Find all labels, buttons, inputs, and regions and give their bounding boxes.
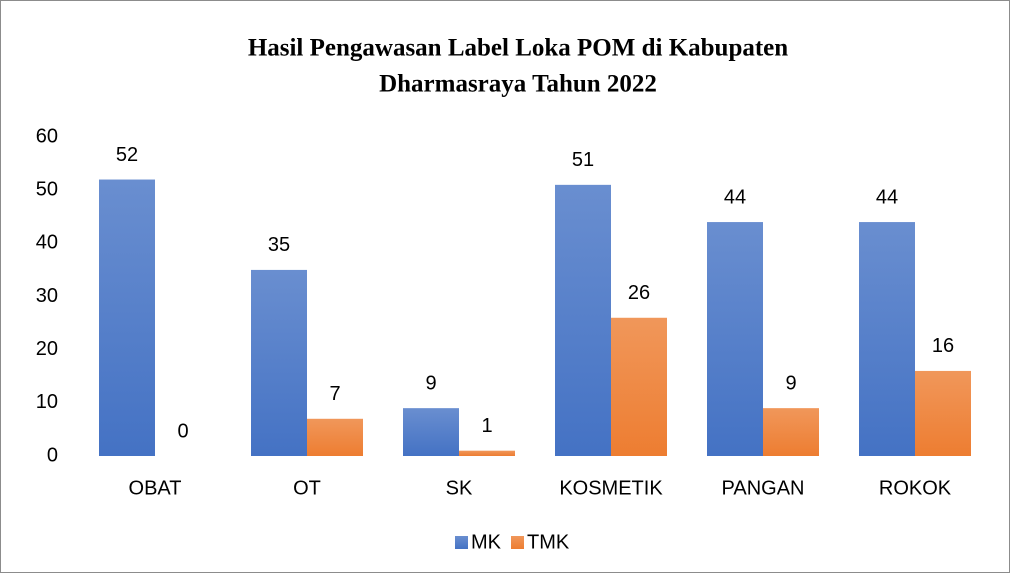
bar [403,408,459,456]
y-tick-label: 20 [36,338,58,360]
chart-title: Hasil Pengawasan Label Loka POM di Kabup… [248,35,788,62]
data-label: 44 [724,186,746,208]
x-tick-label: SK [446,477,473,499]
data-label: 9 [425,372,436,394]
bar [707,222,763,456]
bar [611,317,667,456]
legend-label: TMK [527,531,570,553]
data-label: 9 [785,372,796,394]
bar [307,418,363,456]
x-tick-label: OT [293,477,321,499]
legend-swatch [511,536,524,549]
y-tick-label: 0 [47,444,58,466]
bar [915,370,971,456]
x-tick-label: PANGAN [722,477,805,499]
data-label: 35 [268,234,290,256]
bar [555,184,611,456]
data-label: 26 [628,282,650,304]
y-tick-label: 10 [36,391,58,413]
x-tick-label: ROKOK [879,477,952,499]
legend-swatch [455,536,468,549]
data-label: 44 [876,186,898,208]
bar [859,222,915,456]
y-tick-label: 40 [36,232,58,254]
data-label: 51 [572,149,594,171]
x-tick-label: OBAT [129,477,182,499]
bar [251,269,307,456]
data-label: 16 [932,335,954,357]
y-tick-label: 30 [36,285,58,307]
data-label: 7 [329,383,340,405]
y-tick-label: 60 [36,125,58,147]
y-tick-label: 50 [36,178,58,200]
bar [99,179,155,457]
bar [763,408,819,456]
data-label: 1 [481,415,492,437]
x-tick-label: KOSMETIK [559,477,663,499]
chart-title: Dharmasraya Tahun 2022 [379,71,657,98]
data-label: 52 [116,144,138,166]
data-label: 0 [177,420,188,442]
legend-label: MK [471,531,502,553]
bar [459,450,515,456]
